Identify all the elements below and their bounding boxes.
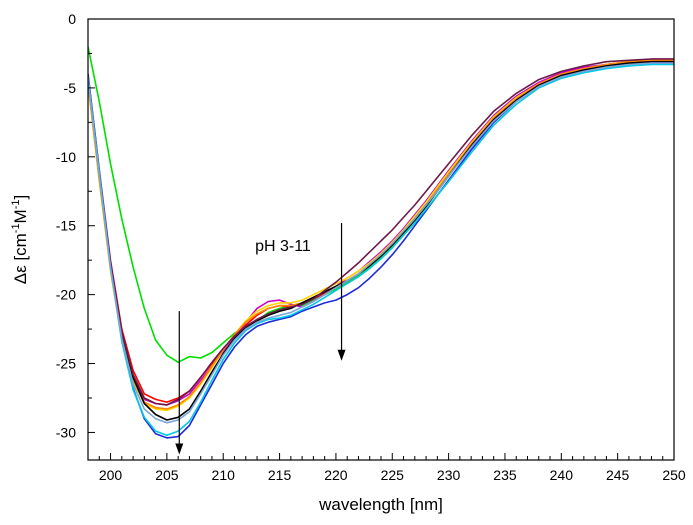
x-tick-label: 245 (606, 467, 630, 483)
y-axis-title-superscript: -1 (10, 199, 22, 209)
x-tick-label: 210 (212, 467, 236, 483)
y-tick-label: -10 (56, 149, 76, 165)
plot-frame (87, 18, 675, 461)
annotation-arrows (175, 222, 346, 455)
arrow-head-2 (337, 349, 346, 361)
ph-range-annotation: pH 3-11 (255, 238, 311, 255)
y-tick-label: -25 (56, 356, 76, 372)
y-axis-title-part: Δε [cm (11, 233, 30, 284)
x-axis-title: wavelength [nm] (318, 495, 443, 514)
y-axis-title-superscript: -1 (10, 223, 22, 233)
y-tick-label: -30 (56, 424, 76, 440)
series-line-2 (88, 59, 674, 403)
x-axis: 200 205 210 215 220 225 230 235 240 245 250 (87, 453, 686, 483)
x-tick-label: 215 (268, 467, 292, 483)
y-tick-label: -15 (56, 218, 76, 234)
y-tick-label: 0 (68, 11, 76, 27)
x-tick-label: 200 (99, 467, 123, 483)
x-tick-label: 250 (662, 467, 686, 483)
series-line-6 (88, 60, 674, 421)
x-tick-label: 205 (155, 467, 179, 483)
x-tick-label: 220 (324, 467, 348, 483)
series-line-7 (88, 58, 674, 406)
x-tick-label: 230 (437, 467, 461, 483)
x-tick-label: 225 (381, 467, 405, 483)
x-tick-label: 235 (493, 467, 517, 483)
series-line-4 (88, 59, 674, 412)
series-line-10 (88, 62, 674, 424)
x-tick-label: 240 (550, 467, 574, 483)
arrow-head-1 (175, 443, 184, 455)
y-axis-title-part: ] (11, 195, 30, 200)
y-axis: 0 -5 -10 -15 -20 -25 -30 (56, 11, 95, 440)
series-line-3 (88, 58, 674, 406)
y-axis-title: Δε [cm-1M-1] (10, 195, 30, 285)
series-line-9 (88, 63, 674, 437)
y-axis-title-part: M (11, 209, 30, 223)
series-line-8 (88, 62, 674, 439)
y-tick-label: -5 (64, 80, 77, 96)
y-tick-label: -20 (56, 287, 76, 303)
series-line-5 (88, 59, 674, 410)
plot-lines (88, 46, 674, 439)
series-line-1 (88, 46, 674, 364)
